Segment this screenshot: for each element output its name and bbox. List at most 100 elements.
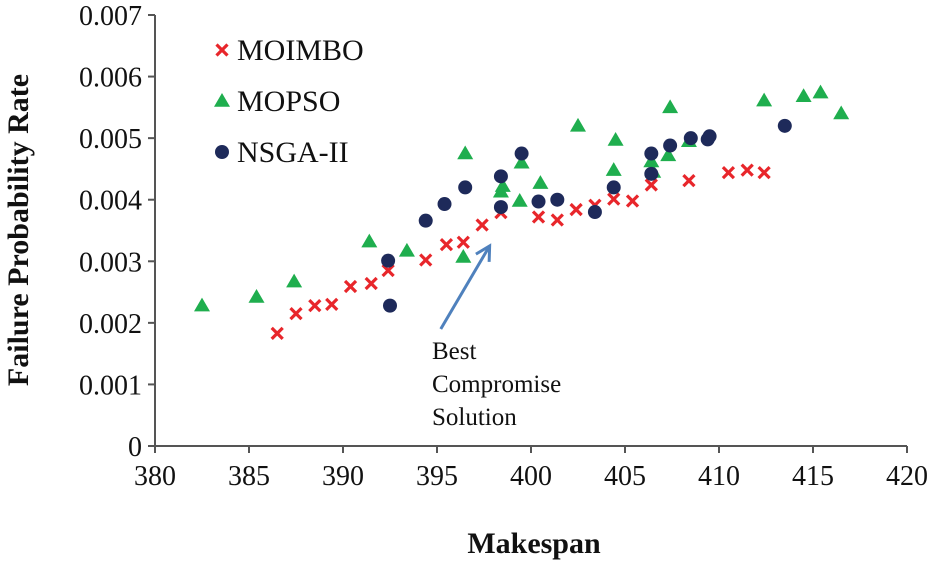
point-nsga-ii (418, 213, 433, 228)
series-moimbo (270, 163, 771, 340)
x-tick-label: 405 (604, 461, 646, 492)
y-tick-label: 0.007 (79, 1, 142, 32)
point-moimbo (364, 276, 378, 291)
point-moimbo (757, 165, 771, 180)
point-nsga-ii (777, 118, 792, 133)
point-mopso (248, 288, 265, 303)
x-axis-title: Makespan (467, 527, 601, 560)
point-mopso (286, 273, 303, 288)
point-moimbo (456, 235, 470, 249)
legend-marker-mopso (214, 93, 230, 107)
point-moimbo (625, 194, 640, 208)
legend-label-nsga-ii: NSGA-II (237, 136, 349, 169)
legend-marker-nsga-ii (215, 145, 229, 159)
point-nsga-ii (493, 169, 508, 184)
x-ticks: 380 385 390 395 400 405 410 415 420 (134, 446, 928, 492)
point-mopso (605, 162, 622, 176)
point-nsga-ii (606, 180, 621, 195)
point-mopso (511, 192, 528, 207)
annotation-line-1: Best (432, 338, 477, 365)
x-tick-label: 400 (510, 461, 552, 492)
point-nsga-ii (437, 197, 452, 212)
arrow-line (439, 245, 491, 330)
y-axis-title: Failure Probability Rate (2, 74, 35, 386)
point-mopso (812, 84, 829, 99)
point-mopso (532, 175, 549, 189)
point-moimbo (381, 263, 395, 278)
point-moimbo (550, 213, 564, 227)
legend-label-mopso: MOPSO (237, 85, 340, 118)
point-moimbo (270, 326, 284, 340)
point-moimbo (325, 297, 339, 312)
point-moimbo (343, 279, 358, 294)
y-tick-label: 0.005 (79, 124, 142, 155)
x-tick-label: 380 (134, 461, 176, 492)
point-mopso (607, 131, 624, 146)
y-tick-label: 0.001 (79, 370, 142, 401)
point-mopso (194, 297, 210, 312)
point-nsga-ii (531, 194, 546, 209)
point-moimbo (740, 163, 754, 177)
x-tick-label: 410 (698, 461, 740, 492)
point-mopso (457, 145, 474, 160)
arrow-head (475, 243, 492, 262)
point-mopso (662, 99, 679, 114)
point-moimbo (289, 306, 303, 321)
annotation-line-3: Solution (432, 404, 517, 431)
y-tick-label: 0.006 (79, 63, 142, 94)
point-nsga-ii (644, 146, 659, 161)
x-tick-label: 395 (416, 461, 458, 492)
point-mopso (361, 233, 378, 248)
point-nsga-ii (493, 200, 508, 215)
legend-marker-mopso (214, 93, 230, 107)
x-tick-label: 415 (792, 461, 834, 492)
point-moimbo (721, 165, 736, 180)
point-mopso (795, 88, 812, 103)
point-nsga-ii (663, 138, 678, 153)
annotation: Best Compromise Solution (432, 243, 561, 431)
y-tick-label: 0.003 (79, 247, 142, 278)
series-nsga-ii (381, 118, 792, 313)
point-nsga-ii (683, 131, 698, 146)
point-nsga-ii (702, 129, 717, 144)
point-nsga-ii (458, 180, 473, 195)
y-tick-label: 0.004 (79, 186, 142, 217)
point-nsga-ii (644, 166, 659, 181)
point-mopso (494, 178, 511, 192)
annotation-line-2: Compromise (432, 371, 561, 398)
point-moimbo (475, 218, 489, 232)
point-mopso (570, 117, 586, 132)
point-nsga-ii (514, 146, 529, 161)
point-moimbo (569, 202, 583, 217)
point-moimbo (644, 178, 658, 192)
point-moimbo (308, 298, 322, 313)
x-tick-label: 420 (886, 461, 928, 492)
point-mopso (398, 242, 415, 257)
legend-label-moimbo: MOIMBO (237, 34, 364, 67)
point-mopso (660, 147, 677, 162)
point-nsga-ii (587, 205, 602, 220)
data-points (194, 84, 850, 340)
point-moimbo (682, 173, 696, 188)
point-mopso (455, 248, 472, 263)
y-tick-label: 0 (128, 432, 142, 463)
legend: MOIMBO MOPSO NSGA-II (214, 34, 364, 169)
series-mopso (194, 84, 850, 312)
legend-marker-moimbo (215, 43, 229, 57)
x-tick-label: 390 (322, 461, 364, 492)
legend-marker-moimbo (215, 43, 229, 57)
point-mopso (513, 154, 530, 169)
point-nsga-ii (383, 298, 397, 313)
point-nsga-ii (381, 253, 396, 268)
point-mopso (756, 92, 773, 107)
x-tick-label: 385 (228, 461, 270, 492)
point-moimbo (607, 192, 621, 206)
point-moimbo (419, 253, 433, 267)
point-moimbo (439, 238, 454, 252)
y-tick-label: 0.002 (79, 309, 142, 340)
point-moimbo (531, 210, 546, 224)
point-nsga-ii (550, 192, 565, 207)
legend-marker-nsga-ii (215, 145, 229, 159)
